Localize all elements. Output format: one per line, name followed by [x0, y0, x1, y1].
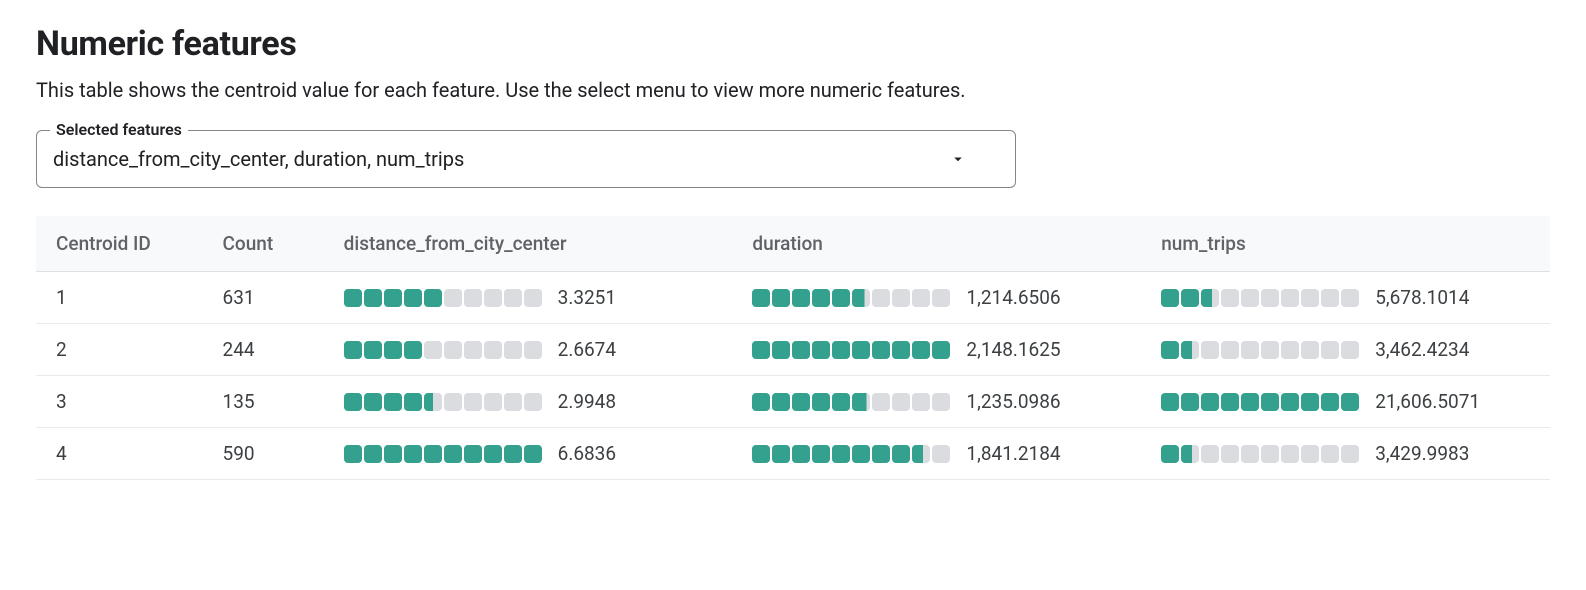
- metric-value: 1,235.0986: [966, 390, 1060, 413]
- metric-bar: [1161, 341, 1359, 359]
- metric-value: 1,214.6506: [966, 286, 1060, 309]
- table-row: 2244 2.6674 2,148.1625 3,462.4234: [36, 324, 1550, 376]
- cell-count: 631: [203, 272, 324, 324]
- metric-bar: [344, 341, 542, 359]
- cell-centroid-id: 2: [36, 324, 203, 376]
- select-label: Selected features: [50, 120, 188, 139]
- metric-bar: [1161, 445, 1359, 463]
- cell-distance_from_city_center: 6.6836: [324, 428, 733, 480]
- metric-bar: [752, 445, 950, 463]
- metric-value: 3,429.9983: [1375, 442, 1469, 465]
- metric-bar: [752, 289, 950, 307]
- col-header-num_trips: num_trips: [1141, 216, 1550, 272]
- table-row: 4590 6.6836 1,841.2184 3,429.9983: [36, 428, 1550, 480]
- table-row: 3135 2.9948 1,235.0986 21,606.5071: [36, 376, 1550, 428]
- metric-value: 6.6836: [558, 442, 616, 465]
- cell-centroid-id: 3: [36, 376, 203, 428]
- cell-num_trips: 3,429.9983: [1141, 428, 1550, 480]
- metric-bar: [344, 289, 542, 307]
- metric-value: 2,148.1625: [966, 338, 1060, 361]
- metric-bar: [752, 341, 950, 359]
- cell-distance_from_city_center: 2.6674: [324, 324, 733, 376]
- cell-count: 590: [203, 428, 324, 480]
- cell-duration: 1,214.6506: [732, 272, 1141, 324]
- metric-value: 21,606.5071: [1375, 390, 1480, 413]
- cell-num_trips: 21,606.5071: [1141, 376, 1550, 428]
- metric-value: 3,462.4234: [1375, 338, 1469, 361]
- col-header-distance_from_city_center: distance_from_city_center: [324, 216, 733, 272]
- metric-value: 2.6674: [558, 338, 616, 361]
- features-table: Centroid IDCountdistance_from_city_cente…: [36, 216, 1550, 480]
- chevron-down-icon: [949, 150, 967, 168]
- cell-count: 244: [203, 324, 324, 376]
- cell-count: 135: [203, 376, 324, 428]
- metric-bar: [752, 393, 950, 411]
- cell-centroid-id: 4: [36, 428, 203, 480]
- col-header-centroid-id: Centroid ID: [36, 216, 203, 272]
- cell-num_trips: 5,678.1014: [1141, 272, 1550, 324]
- metric-value: 2.9948: [558, 390, 616, 413]
- metric-value: 3.3251: [558, 286, 616, 309]
- page-description: This table shows the centroid value for …: [36, 78, 1550, 102]
- metric-bar: [1161, 289, 1359, 307]
- metric-bar: [1161, 393, 1359, 411]
- cell-duration: 1,235.0986: [732, 376, 1141, 428]
- cell-distance_from_city_center: 2.9948: [324, 376, 733, 428]
- metric-value: 5,678.1014: [1375, 286, 1469, 309]
- selected-features-select[interactable]: Selected features distance_from_city_cen…: [36, 130, 1016, 188]
- page-title: Numeric features: [36, 24, 1550, 64]
- table-row: 1631 3.3251 1,214.6506 5,678.1014: [36, 272, 1550, 324]
- select-value: distance_from_city_center, duration, num…: [53, 147, 464, 171]
- col-header-duration: duration: [732, 216, 1141, 272]
- cell-duration: 1,841.2184: [732, 428, 1141, 480]
- cell-centroid-id: 1: [36, 272, 203, 324]
- cell-distance_from_city_center: 3.3251: [324, 272, 733, 324]
- col-header-count: Count: [203, 216, 324, 272]
- metric-bar: [344, 393, 542, 411]
- metric-value: 1,841.2184: [966, 442, 1060, 465]
- metric-bar: [344, 445, 542, 463]
- cell-duration: 2,148.1625: [732, 324, 1141, 376]
- cell-num_trips: 3,462.4234: [1141, 324, 1550, 376]
